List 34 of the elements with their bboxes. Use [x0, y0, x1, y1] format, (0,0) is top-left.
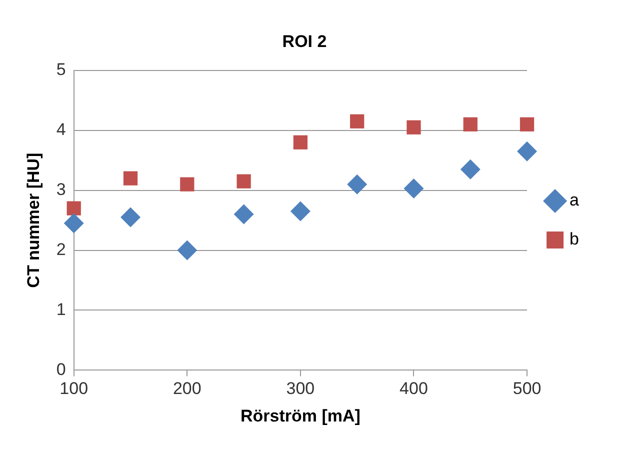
x-tick-label: 400 [400, 379, 428, 398]
point [64, 213, 84, 234]
point [520, 117, 534, 132]
legend-label: b [570, 230, 580, 249]
point [236, 174, 251, 188]
y-tick-label: 4 [56, 120, 66, 140]
x-tick-label: 200 [172, 379, 202, 398]
point [234, 204, 254, 224]
y-tick-label: 1 [56, 300, 66, 319]
point [406, 120, 421, 134]
y-tick-label: 3 [56, 180, 66, 200]
point [180, 177, 194, 192]
x-tick-label: 500 [512, 379, 542, 398]
point [517, 141, 538, 162]
y-tick-label: 2 [56, 240, 66, 259]
chart-title: ROI 2 [282, 32, 327, 51]
y-axis-title: CT nummer [HU] [24, 152, 43, 288]
point [177, 240, 198, 260]
legend-label: a [570, 190, 580, 210]
point [120, 207, 141, 228]
point [290, 201, 310, 222]
x-tick-label: 100 [60, 379, 88, 398]
point [293, 135, 308, 150]
point [463, 117, 478, 132]
point [347, 174, 368, 194]
y-tick-label: 5 [56, 60, 66, 80]
point [66, 201, 81, 216]
x-axis-title: Rörström [mA] [240, 406, 360, 426]
x-tick-label: 300 [286, 379, 315, 398]
y-tick-label: 0 [56, 360, 66, 379]
point [404, 178, 424, 199]
point [460, 159, 480, 180]
point [123, 171, 138, 186]
point [350, 114, 364, 128]
